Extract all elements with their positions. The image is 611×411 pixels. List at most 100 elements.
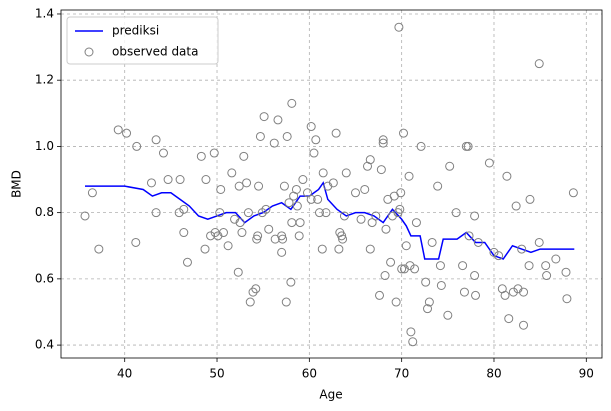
data-point (218, 228, 228, 238)
data-point (253, 231, 263, 241)
data-point (227, 168, 237, 178)
data-point (235, 218, 245, 228)
data-point (378, 138, 388, 148)
data-point (243, 208, 253, 218)
data-point (381, 224, 391, 234)
data-point (337, 231, 347, 241)
data-point (511, 201, 521, 211)
data-point (421, 277, 431, 287)
data-point (365, 244, 375, 254)
data-point (284, 198, 294, 208)
data-point (433, 181, 443, 191)
data-point (273, 115, 283, 125)
data-point (427, 237, 437, 247)
data-point (80, 211, 90, 221)
data-point (206, 231, 216, 241)
data-point (471, 290, 481, 300)
data-point (562, 294, 572, 304)
data-point (410, 264, 420, 274)
data-point (380, 271, 390, 281)
data-point (251, 284, 261, 294)
data-point (179, 204, 189, 214)
data-point (423, 304, 433, 314)
data-point (341, 168, 351, 178)
x-tick-label: 90 (579, 367, 594, 381)
data-point (306, 122, 316, 132)
data-point (248, 287, 258, 297)
data-point (386, 257, 396, 267)
data-point (463, 141, 473, 151)
data-point (399, 128, 409, 138)
data-point (201, 175, 211, 185)
data-point (311, 135, 321, 145)
data-point (242, 178, 252, 188)
y-tick-label: 0.6 (35, 271, 54, 285)
data-point (534, 59, 544, 69)
x-tick-label: 80 (486, 367, 501, 381)
data-point (146, 178, 156, 188)
data-point (561, 267, 571, 277)
data-point (264, 224, 274, 234)
data-point (158, 148, 168, 158)
data-point (484, 158, 494, 168)
y-tick-label: 0.8 (35, 205, 54, 219)
data-point (424, 297, 434, 307)
data-point (252, 234, 262, 244)
data-point (356, 214, 366, 224)
data-point (182, 257, 192, 267)
data-point (489, 247, 499, 257)
data-point (331, 128, 341, 138)
data-point (282, 131, 292, 141)
data-point (314, 208, 324, 218)
data-point (500, 290, 510, 300)
data-point (277, 231, 287, 241)
data-point (317, 244, 327, 254)
data-point (259, 112, 269, 122)
data-point (508, 287, 518, 297)
data-point (87, 188, 97, 198)
legend-marker (84, 47, 94, 57)
data-point (215, 208, 225, 218)
data-point (209, 148, 219, 158)
data-point (367, 218, 377, 228)
data-point (541, 261, 551, 271)
data-point (519, 320, 529, 330)
data-point (122, 128, 132, 138)
data-point (360, 184, 370, 194)
data-point (196, 151, 206, 161)
data-point (473, 237, 483, 247)
data-point (174, 208, 184, 218)
data-point (313, 194, 323, 204)
data-point (394, 22, 404, 32)
data-point (175, 175, 185, 185)
y-tick-label: 1.0 (35, 139, 54, 153)
data-point (200, 244, 210, 254)
data-point (551, 254, 561, 264)
data-point (223, 241, 233, 251)
data-point (277, 247, 287, 257)
data-point (151, 208, 161, 218)
data-point (179, 228, 189, 238)
data-point (435, 261, 445, 271)
data-point (504, 314, 514, 324)
y-tick-label: 0.4 (35, 338, 54, 352)
data-point (318, 168, 328, 178)
x-tick-label: 70 (394, 367, 409, 381)
data-point (524, 261, 534, 271)
data-point (404, 171, 414, 181)
legend-label: observed data (112, 45, 198, 59)
data-point (239, 151, 249, 161)
data-point (113, 125, 123, 135)
data-point (534, 237, 544, 247)
data-point (542, 271, 552, 281)
prediction-line (85, 181, 575, 260)
data-point (216, 184, 226, 194)
data-point (94, 244, 104, 254)
data-point (269, 138, 279, 148)
data-point (397, 264, 407, 274)
data-point (378, 135, 388, 145)
data-point (131, 237, 141, 247)
data-point (568, 188, 578, 198)
data-point (328, 178, 338, 188)
